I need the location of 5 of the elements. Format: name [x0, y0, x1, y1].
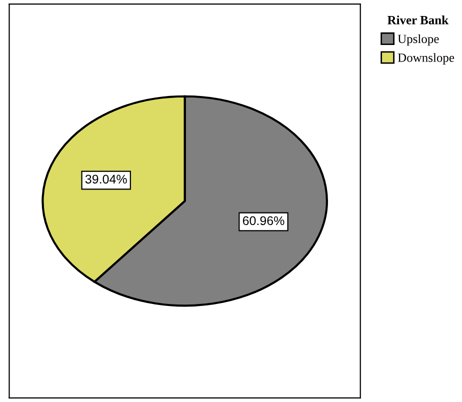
data-label: 39.04%: [85, 174, 127, 184]
legend-label: Downslope: [398, 53, 454, 64]
data-label: 60.96%: [242, 216, 284, 226]
legend-title: River Bank: [387, 16, 449, 24]
legend-label: Upslope: [398, 34, 439, 46]
